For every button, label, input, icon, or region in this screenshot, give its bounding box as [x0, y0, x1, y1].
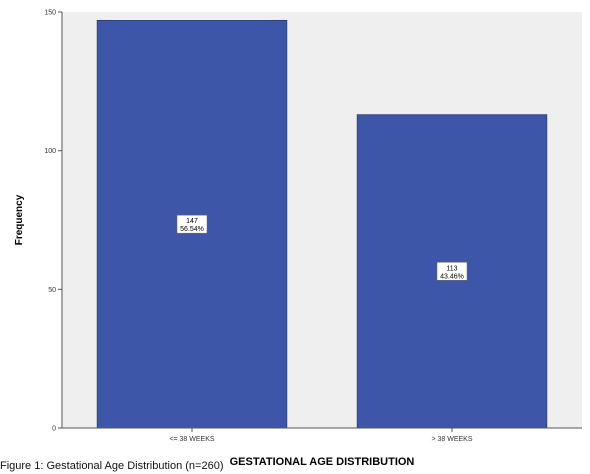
y-tick-label: 0 [52, 426, 56, 433]
data-label-count: 147 [186, 218, 198, 225]
data-label-box [436, 262, 468, 281]
x-tick-label: > 38 WEEKS [431, 436, 472, 443]
y-axis-title: Frequency [14, 194, 25, 245]
y-tick-label: 50 [48, 287, 56, 294]
data-label-percent: 56.54% [180, 226, 204, 233]
x-tick-label: <= 38 WEEKS [169, 436, 214, 443]
y-tick-label: 150 [44, 10, 56, 17]
y-tick-label: 100 [44, 148, 56, 155]
x-axis-title: GESTATIONAL AGE DISTRIBUTION [230, 456, 415, 468]
figure-caption: Figure 1: Gestational Age Distribution (… [0, 460, 224, 472]
data-label-box [176, 214, 208, 234]
data-label-percent: 43.46% [440, 273, 464, 280]
data-label-count: 113 [446, 265, 457, 272]
